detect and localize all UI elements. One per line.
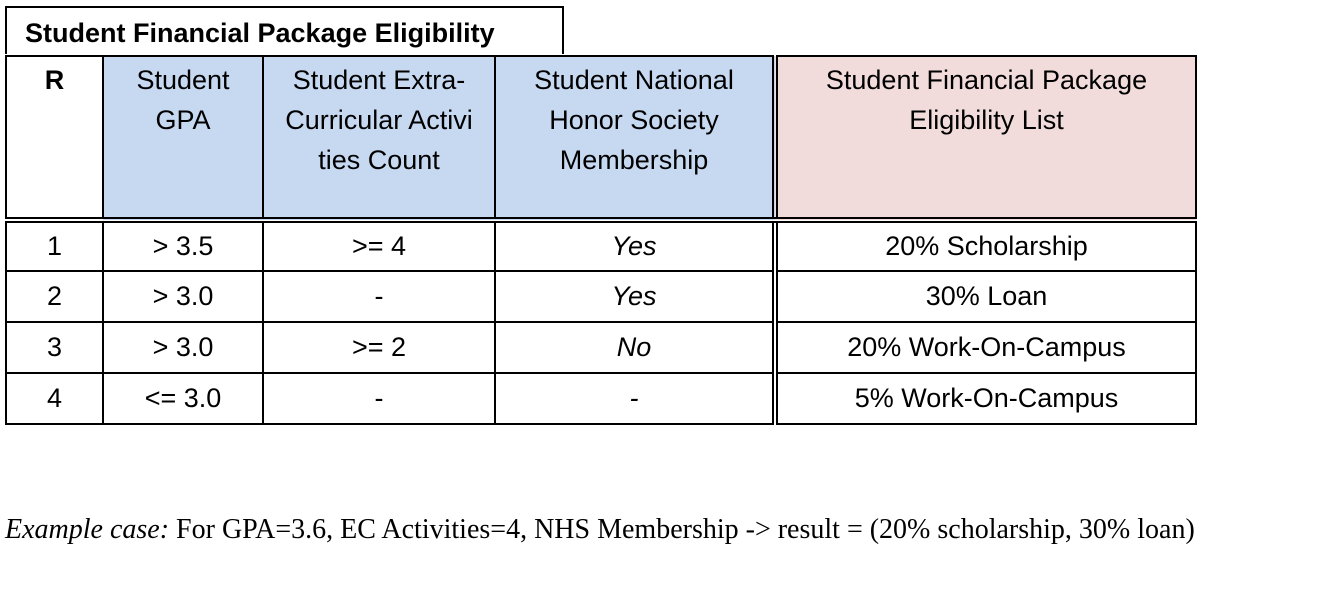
header-rule-number: R	[5, 55, 104, 223]
cell-rule-number: 4	[5, 372, 104, 425]
cell-nhs-membership: No	[494, 321, 776, 374]
cell-nhs-membership: -	[494, 372, 776, 425]
table-row: 3 > 3.0 >= 2 No 20% Work-On-Campus	[5, 321, 1197, 374]
decision-table: R Student GPA Student Extra-Curricular A…	[5, 55, 1197, 425]
cell-ec-count: >= 4	[262, 219, 496, 272]
table-row: 2 > 3.0 - Yes 30% Loan	[5, 270, 1197, 323]
cell-gpa: > 3.5	[102, 219, 264, 272]
header-nhs-membership: Student National Honor Society Membershi…	[494, 55, 776, 223]
header-row: R Student GPA Student Extra-Curricular A…	[5, 55, 1197, 223]
cell-rule-number: 1	[5, 219, 104, 272]
cell-eligibility: 30% Loan	[772, 270, 1197, 323]
cell-rule-number: 3	[5, 321, 104, 374]
cell-ec-count: >= 2	[262, 321, 496, 374]
cell-ec-count: -	[262, 270, 496, 323]
example-case-text: For GPA=3.6, EC Activities=4, NHS Member…	[169, 514, 1195, 545]
example-case-note: Example case: For GPA=3.6, EC Activities…	[5, 510, 1327, 550]
cell-nhs-membership: Yes	[494, 270, 776, 323]
cell-eligibility: 20% Scholarship	[772, 219, 1197, 272]
cell-ec-count: -	[262, 372, 496, 425]
cell-eligibility: 20% Work-On-Campus	[772, 321, 1197, 374]
cell-rule-number: 2	[5, 270, 104, 323]
header-nhs-membership-label: Student National Honor Society Membershi…	[534, 65, 734, 175]
cell-gpa: <= 3.0	[102, 372, 264, 425]
cell-gpa: > 3.0	[102, 270, 264, 323]
table-row: 1 > 3.5 >= 4 Yes 20% Scholarship	[5, 219, 1197, 272]
cell-gpa: > 3.0	[102, 321, 264, 374]
cell-eligibility: 5% Work-On-Campus	[772, 372, 1197, 425]
header-ec-count-label: Student Extra-Curricular Activities Coun…	[285, 65, 473, 175]
table-title: Student Financial Package Eligibility	[5, 6, 564, 54]
header-eligibility-list-label: Student Financial Package Eligibility Li…	[825, 65, 1148, 135]
cell-nhs-membership: Yes	[494, 219, 776, 272]
example-case-label: Example case:	[5, 514, 170, 545]
header-ec-count: Student Extra-Curricular Activities Coun…	[262, 55, 496, 223]
header-eligibility-list: Student Financial Package Eligibility Li…	[772, 55, 1197, 223]
header-gpa-label: Student GPA	[136, 65, 230, 135]
header-gpa: Student GPA	[102, 55, 264, 223]
table-row: 4 <= 3.0 - - 5% Work-On-Campus	[5, 372, 1197, 425]
